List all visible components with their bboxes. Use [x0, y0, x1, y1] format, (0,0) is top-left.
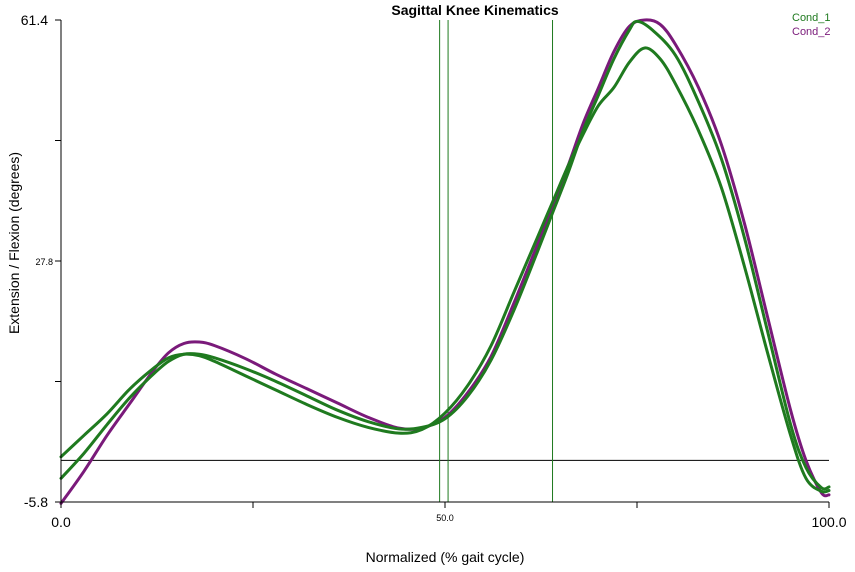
x-axis-label: Normalized (% gait cycle) [366, 549, 525, 565]
y-tick-label: -5.8 [24, 494, 48, 510]
x-tick-label: 100.0 [811, 514, 846, 530]
y-axis-label: Extension / Flexion (degrees) [6, 152, 22, 334]
x-ticks: 0.0 50.0 100.0 [51, 502, 847, 530]
x-tick-label: 0.0 [51, 514, 71, 530]
y-tick-label: 61.4 [21, 12, 48, 28]
series-line-cond-1-3 [59, 46, 831, 494]
y-tick-label: 27.8 [35, 257, 53, 267]
x-tick-label: 50.0 [436, 513, 454, 523]
y-ticks: -5.8 27.8 61.4 [21, 12, 61, 510]
series-line-cond-1-2 [59, 19, 831, 491]
legend: Cond_1 Cond_2 [792, 12, 831, 38]
plot-area [59, 18, 831, 505]
chart-title: Sagittal Knee Kinematics [391, 2, 558, 18]
legend-entry-cond-1: Cond_1 [792, 12, 831, 24]
series-line-cond-2-1 [59, 18, 831, 505]
legend-entry-cond-2: Cond_2 [792, 26, 831, 38]
